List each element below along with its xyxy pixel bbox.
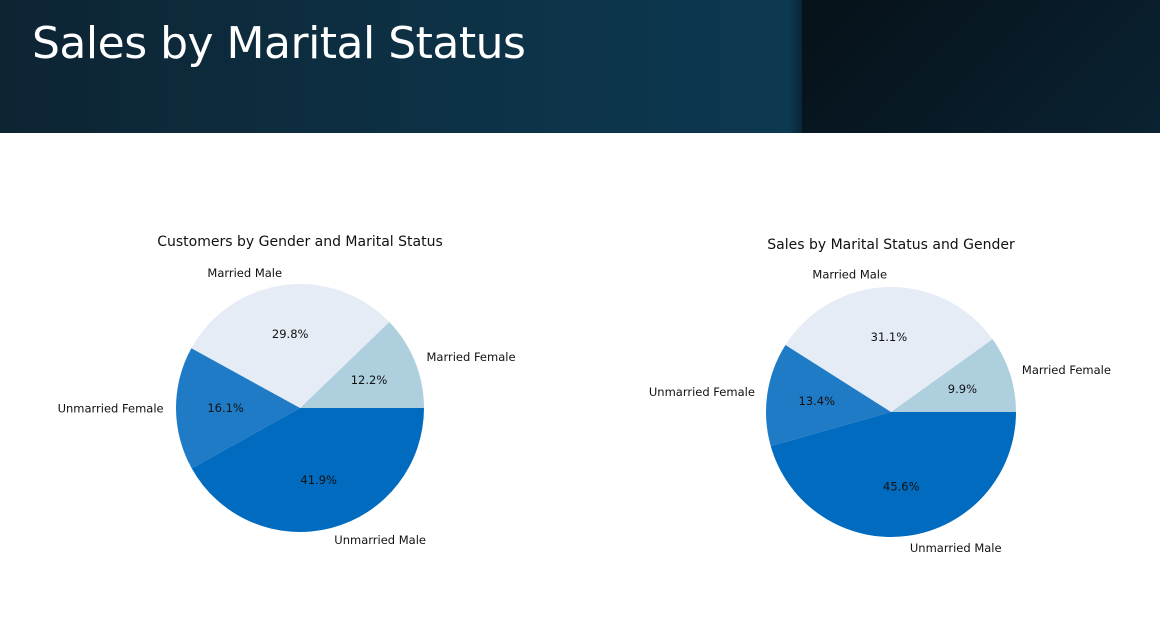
slide-header: Sales by Marital Status: [0, 0, 1160, 133]
pie-slice-unmarried-female: [766, 345, 891, 447]
chart-title: Sales by Marital Status and Gender: [767, 237, 1015, 253]
slice-category-label: Married Female: [1022, 363, 1111, 377]
header-dark-panel: [802, 0, 1160, 133]
slice-category-label: Married Female: [427, 350, 516, 364]
pie-slice-unmarried-female: [176, 348, 300, 469]
pie-slice-unmarried-male: [770, 412, 1016, 537]
slice-percent-label: 16.1%: [207, 401, 244, 415]
slice-category-label: Married Male: [207, 266, 282, 280]
pie-slice-married-female: [891, 339, 1016, 412]
slice-category-label: Married Male: [812, 268, 887, 282]
slice-percent-label: 31.1%: [871, 330, 908, 344]
pie-slice-married-male: [785, 286, 993, 412]
pie-slice-married-male: [191, 284, 390, 408]
slice-category-label: Unmarried Male: [910, 541, 1002, 555]
pie-slice-unmarried-male: [191, 408, 424, 532]
customers-pie-chart: Customers by Gender and Marital Status 12…: [58, 234, 516, 547]
slice-percent-label: 9.9%: [948, 382, 977, 396]
chart-title: Customers by Gender and Marital Status: [157, 234, 443, 250]
slice-category-label: Unmarried Male: [334, 533, 426, 547]
slide-title: Sales by Marital Status: [32, 18, 526, 69]
pie-slice-married-female: [300, 321, 424, 408]
slice-percent-label: 29.8%: [272, 327, 309, 341]
slice-percent-label: 13.4%: [799, 394, 836, 408]
slice-category-label: Unmarried Female: [649, 385, 755, 399]
slice-percent-label: 41.9%: [300, 473, 337, 487]
slice-category-label: Unmarried Female: [58, 401, 164, 415]
sales-pie-chart: Sales by Marital Status and Gender 9.9% Ma…: [649, 237, 1111, 555]
slice-percent-label: 45.6%: [883, 479, 920, 493]
slice-percent-label: 12.2%: [351, 373, 388, 387]
